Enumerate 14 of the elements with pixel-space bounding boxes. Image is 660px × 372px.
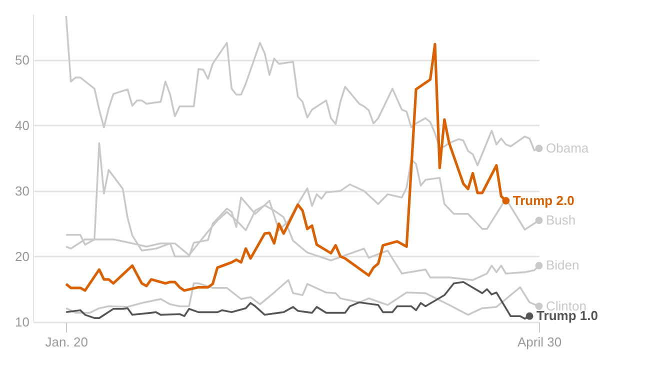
y-tick-label: 20 [15,248,30,264]
point [502,197,510,204]
y-tick-label: 10 [15,314,30,330]
point [535,144,543,152]
y-tick-label: 30 [15,183,30,198]
point [535,262,543,270]
x-tick-label: April 30 [517,334,562,350]
point [535,216,543,224]
y-tick-label: 40 [15,118,30,133]
series-label: Trump 2.0 [512,192,574,208]
point [535,302,543,310]
point [526,312,534,320]
y-tick-label: 50 [15,52,30,68]
x-tick-label: Jan. 20 [45,334,88,350]
